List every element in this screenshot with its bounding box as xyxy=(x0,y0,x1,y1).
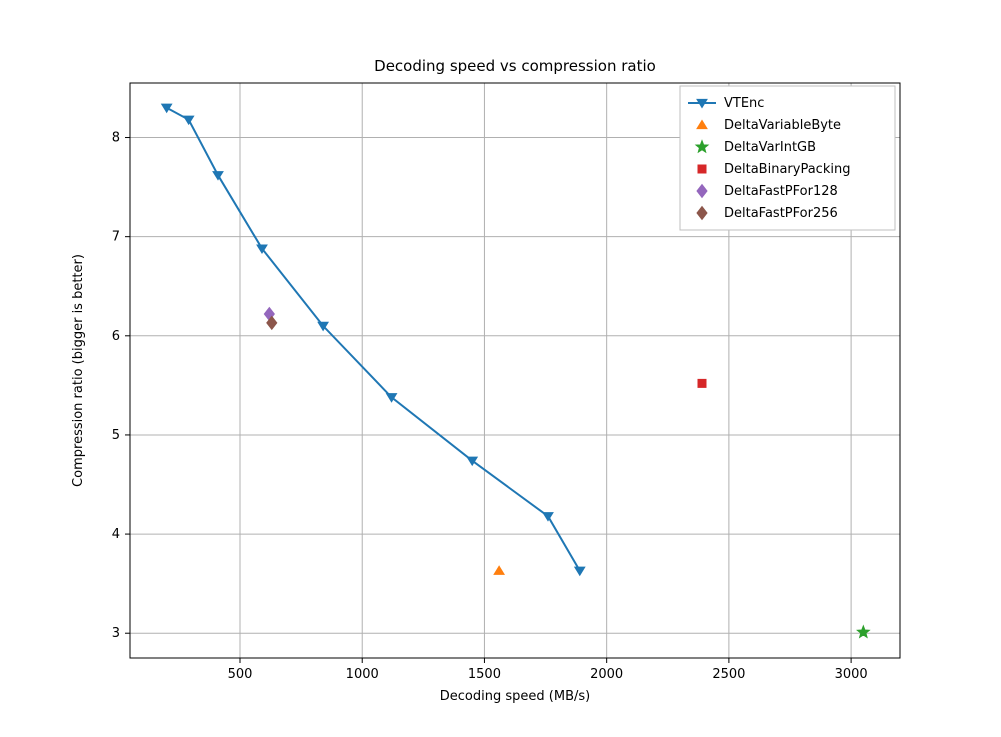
legend-label: VTEnc xyxy=(724,96,764,111)
legend-label: DeltaVariableByte xyxy=(724,118,841,133)
legend-label: DeltaFastPFor256 xyxy=(724,206,838,221)
series-DeltaBinaryPacking xyxy=(698,379,706,387)
y-tick-label: 7 xyxy=(112,230,120,245)
legend-label: DeltaBinaryPacking xyxy=(724,162,850,177)
x-axis-label: Decoding speed (MB/s) xyxy=(440,689,590,704)
x-tick-label: 1000 xyxy=(346,667,379,682)
x-tick-label: 500 xyxy=(228,667,253,682)
y-tick-label: 3 xyxy=(112,626,120,641)
y-axis-label: Compression ratio (bigger is better) xyxy=(71,254,86,487)
x-tick-label: 3000 xyxy=(835,667,868,682)
legend: VTEnc DeltaVariableByte DeltaVarIntGB Delta… xyxy=(680,86,895,230)
y-tick-label: 4 xyxy=(112,527,120,542)
chart-title: Decoding speed vs compression ratio xyxy=(374,57,656,75)
x-tick-label: 2500 xyxy=(712,667,745,682)
y-tick-label: 5 xyxy=(112,428,120,443)
legend-label: DeltaVarIntGB xyxy=(724,140,816,155)
chart-container: 500 1000 1500 2000 2500 3000 3 4 5 6 7 8 Decoding sp… xyxy=(0,0,1001,737)
legend-label: DeltaFastPFor128 xyxy=(724,184,838,199)
y-tick-label: 8 xyxy=(112,131,120,146)
marker-square xyxy=(698,165,706,173)
y-tick-label: 6 xyxy=(112,329,120,344)
x-tick-label: 2000 xyxy=(590,667,623,682)
x-tick-label: 1500 xyxy=(468,667,501,682)
marker-square xyxy=(698,379,706,387)
chart-svg: 500 1000 1500 2000 2500 3000 3 4 5 6 7 8 Decoding sp… xyxy=(0,0,1001,737)
